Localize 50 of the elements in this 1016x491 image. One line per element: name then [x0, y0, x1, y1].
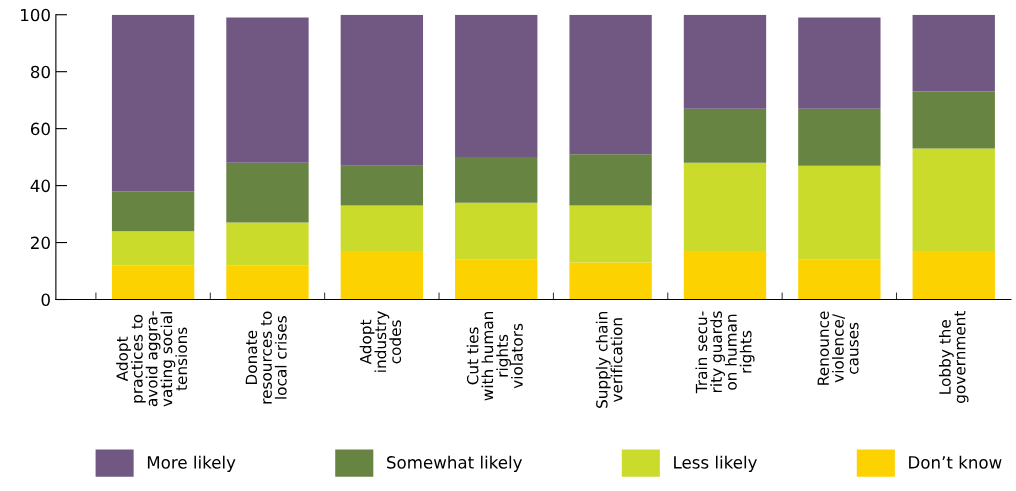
- bar: [683, 162, 767, 252]
- bar: [340, 251, 424, 300]
- x-tick-label: Renounce violence/ causes: [817, 311, 859, 385]
- bar: [111, 231, 195, 266]
- bar: [569, 262, 652, 300]
- bar: [683, 108, 767, 163]
- bar: [455, 259, 538, 300]
- bar: [912, 14, 995, 92]
- bar: [683, 251, 767, 300]
- bar: [340, 14, 424, 166]
- y-tick-label: 100: [21, 8, 50, 22]
- bar: [340, 205, 424, 252]
- bar: [912, 251, 995, 300]
- bar: [569, 14, 652, 155]
- bar: [798, 259, 881, 300]
- bar: [226, 222, 309, 266]
- bar: [798, 165, 881, 260]
- bar: [798, 17, 881, 109]
- bar: [683, 14, 767, 109]
- bar: [455, 202, 538, 260]
- bar: [455, 157, 538, 203]
- x-tick-label: Lobby the government: [938, 310, 969, 403]
- bar: [111, 191, 195, 232]
- x-tick-label: Adopt industry codes: [359, 311, 402, 372]
- bar: [226, 17, 309, 163]
- x-tick-label: Adopt practices to avoid aggra- vating social tensions: [116, 311, 188, 407]
- bar: [569, 205, 652, 263]
- bar: [912, 148, 995, 252]
- y-tick-label: 20: [31, 236, 50, 250]
- x-tick-label: Cut ties with human rights violators: [466, 311, 523, 401]
- bar: [455, 14, 538, 158]
- bar: [912, 91, 995, 149]
- bar: [111, 265, 195, 300]
- bar: [226, 265, 309, 300]
- y-tick-label: 60: [30, 122, 50, 136]
- y-tick-label: 40: [30, 179, 50, 193]
- x-tick-label: Supply chain verification: [595, 311, 623, 408]
- legend-label: Less likely: [674, 455, 757, 472]
- legend-label: Don’t know: [909, 455, 1002, 469]
- bar: [111, 14, 195, 192]
- bar: [340, 165, 424, 206]
- bar: [226, 162, 309, 223]
- legend-label: Somewhat likely: [387, 455, 523, 472]
- bar: [798, 108, 881, 166]
- y-tick-label: 0: [41, 293, 50, 307]
- x-tick-label: Train secu- rity guards on human rights: [695, 311, 755, 394]
- y-tick-label: 80: [30, 65, 50, 79]
- x-tick-label: Donate resources to local crises: [245, 311, 287, 404]
- legend-label: More likely: [147, 455, 236, 472]
- bar: [569, 154, 652, 206]
